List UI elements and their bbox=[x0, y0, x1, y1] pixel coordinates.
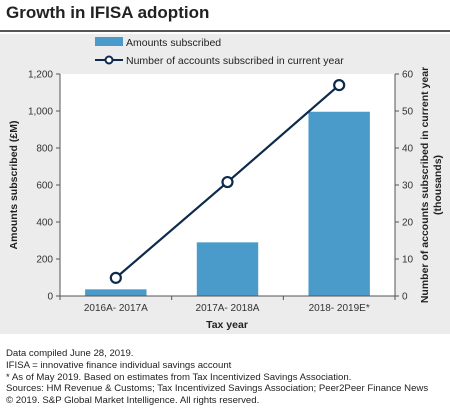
legend: Amounts subscribed Number of accounts su… bbox=[95, 37, 344, 67]
note-copyright: © 2019. S&P Global Market Intelligence. … bbox=[6, 395, 260, 407]
chart-container: 0 200 400 600 800 1,000 1,200 0 10 20 30 40 50 60 2016… bbox=[0, 34, 450, 334]
y-right-tick-label: 60 bbox=[402, 70, 414, 81]
y-right-tick-label: 10 bbox=[402, 255, 414, 266]
note-estimate: * As of May 2019. Based on estimates fro… bbox=[6, 371, 352, 383]
legend-line-marker bbox=[104, 55, 114, 65]
bar-amount-1 bbox=[196, 242, 259, 296]
title-divider bbox=[0, 30, 450, 32]
legend-line-label: Number of accounts subscribed in current… bbox=[126, 55, 344, 67]
bar-amount-2 bbox=[308, 111, 370, 297]
note-sources: Sources: HM Revenue & Customs; Tax Incen… bbox=[6, 383, 429, 395]
x-tick-label: 2017A- 2018A bbox=[196, 303, 260, 314]
y-right-tick-label: 50 bbox=[402, 107, 414, 118]
bar-amount-0 bbox=[85, 289, 147, 296]
y-left-tick-label: 1,000 bbox=[28, 107, 53, 118]
y-left-tick-label: 0 bbox=[47, 292, 53, 303]
line-point-2 bbox=[333, 78, 346, 92]
legend-bar-label: Amounts subscribed bbox=[126, 37, 221, 49]
y-right-tick-label: 30 bbox=[402, 181, 414, 192]
line-point-0 bbox=[109, 271, 122, 284]
x-tick-label: 2016A- 2017A bbox=[84, 303, 148, 314]
y-axis-right-label-line2: (thousands) bbox=[432, 155, 444, 215]
y-right-tick-label: 20 bbox=[402, 218, 414, 229]
y-left-tick-label: 400 bbox=[36, 218, 53, 229]
y-right-tick-label: 40 bbox=[402, 144, 414, 155]
note-definition: IFISA = innovative finance individual sa… bbox=[6, 359, 232, 371]
note-date: Data compiled June 28, 2019. bbox=[6, 348, 134, 359]
chart-svg: 0 200 400 600 800 1,000 1,200 0 10 20 30 40 50 60 2016… bbox=[8, 37, 444, 331]
x-tick-label: 2018- 2019E* bbox=[309, 303, 370, 314]
footnotes: Data compiled June 28, 2019. IFISA = inn… bbox=[6, 348, 428, 407]
y-left-tick-label: 800 bbox=[36, 144, 53, 155]
x-axis-label: Tax year bbox=[206, 319, 248, 331]
y-axis-left-label: Amounts subscribed (£M) bbox=[8, 121, 20, 250]
chart-title: Growth in IFISA adoption bbox=[6, 3, 210, 22]
y-left-tick-label: 1,200 bbox=[28, 70, 53, 81]
y-left-tick-label: 600 bbox=[36, 181, 53, 192]
line-point-1 bbox=[221, 175, 234, 189]
y-right-tick-label: 0 bbox=[402, 292, 408, 303]
y-axis-right-label-line1: Number of accounts subscribed in current… bbox=[419, 67, 431, 303]
y-left-tick-label: 200 bbox=[36, 255, 53, 266]
legend-bar-swatch bbox=[95, 37, 123, 46]
